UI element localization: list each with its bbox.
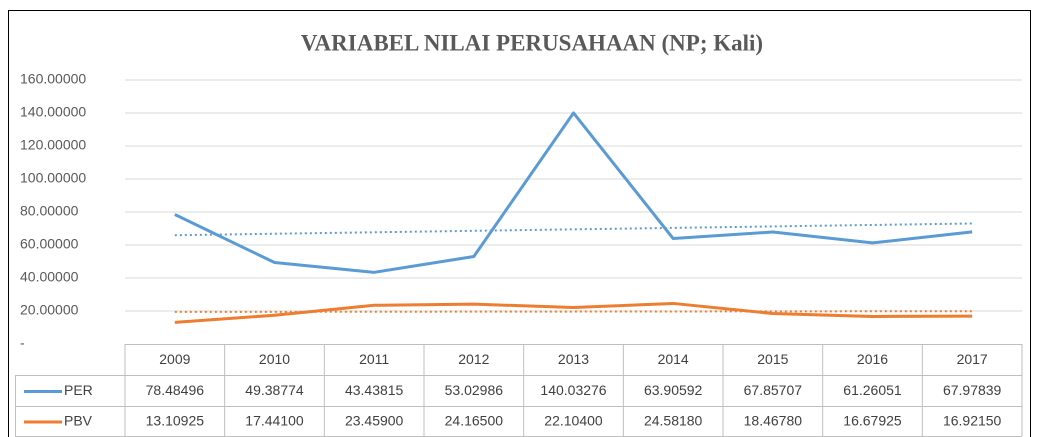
x-tick-label: 2013 xyxy=(558,351,589,367)
x-tick-label: 2010 xyxy=(259,351,290,367)
x-tick-label: 2009 xyxy=(159,351,190,367)
x-tick-label: 2011 xyxy=(359,351,389,367)
table-value: 13.10925 xyxy=(146,413,205,429)
y-tick-label: 60.00000 xyxy=(20,236,79,252)
table-value: 140.03276 xyxy=(540,382,606,398)
y-tick-label: - xyxy=(20,335,25,351)
trendline xyxy=(174,222,973,237)
x-tick-label: 2015 xyxy=(757,351,788,367)
y-tick-label: 140.00000 xyxy=(20,104,86,120)
table-value: 53.02986 xyxy=(445,382,504,398)
table-value: 24.58180 xyxy=(644,413,703,429)
table-value: 18.46780 xyxy=(744,413,803,429)
series-line xyxy=(174,301,973,324)
table-value: 61.26051 xyxy=(843,382,902,398)
y-tick-label: 100.00000 xyxy=(20,170,86,186)
legend-label: PBV xyxy=(64,413,93,429)
y-tick-label: 40.00000 xyxy=(20,269,79,285)
table-value: 16.92150 xyxy=(943,413,1002,429)
table-value: 78.48496 xyxy=(146,382,205,398)
chart-title: VARIABEL NILAI PERUSAHAAN (NP; Kali) xyxy=(301,30,763,55)
x-tick-label: 2017 xyxy=(957,351,988,367)
table-value: 16.67925 xyxy=(843,413,902,429)
y-tick-label: 120.00000 xyxy=(20,137,86,153)
y-tick-label: 20.00000 xyxy=(20,302,79,318)
series-line xyxy=(174,111,973,274)
table-value: 23.45900 xyxy=(345,413,404,429)
y-tick-label: 80.00000 xyxy=(20,203,79,219)
x-tick-label: 2014 xyxy=(658,351,689,367)
y-tick-label: 160.00000 xyxy=(20,71,86,87)
x-tick-label: 2012 xyxy=(458,351,489,367)
table-value: 17.44100 xyxy=(245,413,304,429)
table-value: 63.90592 xyxy=(644,382,703,398)
table-value: 24.16500 xyxy=(445,413,504,429)
x-tick-label: 2016 xyxy=(857,351,888,367)
table-value: 67.85707 xyxy=(744,382,803,398)
table-value: 43.43815 xyxy=(345,382,404,398)
table-value: 49.38774 xyxy=(245,382,304,398)
table-value: 67.97839 xyxy=(943,382,1002,398)
legend-label: PER xyxy=(64,382,93,398)
table-value: 22.10400 xyxy=(544,413,603,429)
